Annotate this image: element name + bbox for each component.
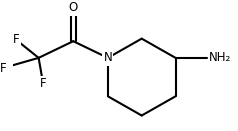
Text: F: F — [40, 77, 46, 90]
Text: F: F — [13, 33, 20, 46]
Text: NH₂: NH₂ — [209, 51, 231, 64]
Text: F: F — [0, 62, 6, 75]
Text: O: O — [69, 1, 78, 14]
Text: N: N — [104, 51, 112, 64]
